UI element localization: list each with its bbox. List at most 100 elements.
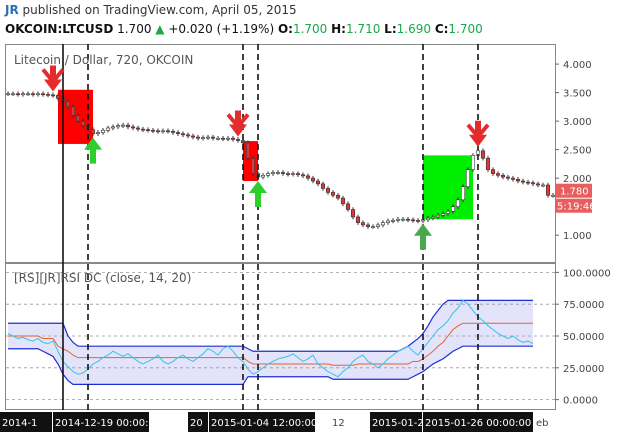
author-name[interactable]: JR <box>5 3 19 17</box>
sell-arrow-icon <box>226 113 250 130</box>
dc-upper-line <box>8 299 533 352</box>
price-tick-label: 3.500 <box>563 89 592 100</box>
high-value: 1.710 <box>345 22 381 36</box>
candle <box>530 182 536 185</box>
time-label-box <box>188 412 208 432</box>
candle <box>165 130 171 133</box>
candle <box>410 219 416 222</box>
candle <box>310 177 316 182</box>
open-value: 1.700 <box>292 22 328 36</box>
price-pane[interactable] <box>5 44 556 263</box>
candle <box>100 129 106 133</box>
candle <box>550 194 556 197</box>
candle <box>40 93 46 96</box>
high-label: H: <box>331 22 346 36</box>
candle <box>525 181 531 184</box>
candle <box>250 157 256 174</box>
dc-lower-line <box>8 345 533 385</box>
candle <box>35 93 41 96</box>
candle <box>150 129 156 132</box>
candle <box>230 137 236 140</box>
candle <box>540 184 546 187</box>
candle <box>300 174 306 177</box>
rsi-tick-label: 75.0000 <box>563 300 604 311</box>
candle <box>75 115 81 122</box>
axes-layer: 4.0003.5003.0002.5002.0001.5001.000100.0… <box>555 60 611 407</box>
signal-arrows <box>41 65 490 250</box>
candle <box>405 218 411 221</box>
candle <box>160 130 166 133</box>
rsi-tick-label: 0.0000 <box>563 396 598 407</box>
buy-arrow-icon <box>414 223 432 250</box>
candle <box>545 184 551 196</box>
time-label: 2014-1 <box>2 418 37 429</box>
candle <box>365 224 371 227</box>
close-value: 1.700 <box>448 22 483 36</box>
candle <box>220 137 226 140</box>
candle <box>155 130 161 133</box>
symbol-label: OKCOIN:LTCUSD <box>5 22 114 36</box>
time-axis-labels: 2014-1 2014-12-19 00:00:00 20 2015-01-04 12… <box>0 412 549 432</box>
time-label-box <box>370 412 422 432</box>
candle <box>175 132 181 134</box>
candle <box>430 216 436 219</box>
time-label: 12 <box>332 418 345 429</box>
time-label: 2015-01-2 <box>372 418 424 429</box>
time-label: eb <box>536 418 549 429</box>
time-label: 2015-01-04 12:00:00 <box>211 418 317 429</box>
sell-zone <box>243 141 258 182</box>
published-text: published on TradingView.com, April 05, … <box>22 3 297 17</box>
dc-mid-line <box>8 322 533 366</box>
candle <box>445 210 451 214</box>
candle <box>505 176 511 179</box>
candle <box>55 95 61 99</box>
candle <box>240 140 246 144</box>
rsi-pane-title: [RS][JR]RSI DC (close, 14, 20) <box>14 271 191 285</box>
last-price-badge-text: 1.780 <box>560 187 589 198</box>
price-tick-label: 2.500 <box>563 146 592 157</box>
candle <box>80 120 86 126</box>
candle <box>325 188 331 193</box>
candle <box>435 214 441 218</box>
last-price-badge <box>556 183 592 198</box>
candle <box>25 93 31 96</box>
candle <box>265 173 271 176</box>
candle <box>295 173 301 176</box>
candle <box>500 175 506 178</box>
candle <box>200 137 206 139</box>
rsi-tick-label: 100.0000 <box>563 268 611 279</box>
dc-band-fill <box>8 300 533 385</box>
candle <box>350 209 356 218</box>
candle <box>315 180 321 185</box>
time-label-box <box>53 412 149 432</box>
candle <box>110 126 116 129</box>
candle <box>235 139 241 141</box>
buy-arrow-icon <box>84 137 102 164</box>
price-tick-label: 2.000 <box>563 174 592 185</box>
candle <box>385 220 391 223</box>
rsi-tick-label: 25.0000 <box>563 364 604 375</box>
candle <box>120 124 126 127</box>
candle <box>470 155 476 170</box>
countdown-badge-text: 5:19:46 <box>557 202 596 213</box>
candle <box>510 177 516 180</box>
candle <box>270 172 276 174</box>
countdown-badge <box>556 198 592 213</box>
candle <box>95 132 101 134</box>
candle <box>15 93 21 96</box>
ohlc-line: OKCOIN:LTCUSD 1.700 ▲ +0.020 (+1.19%) O:… <box>5 22 483 36</box>
candle <box>285 173 291 175</box>
candle <box>520 180 526 183</box>
price-change: +0.020 (+1.19%) <box>168 22 275 36</box>
candle <box>355 216 361 223</box>
candle <box>105 127 111 131</box>
candle <box>535 183 541 186</box>
candle <box>205 136 211 139</box>
low-value: 1.690 <box>396 22 431 36</box>
candle <box>485 157 491 170</box>
rsi-tick-label: 50.0000 <box>563 332 604 343</box>
candle-layer <box>5 91 556 229</box>
candle <box>360 222 366 226</box>
candle <box>490 169 496 174</box>
